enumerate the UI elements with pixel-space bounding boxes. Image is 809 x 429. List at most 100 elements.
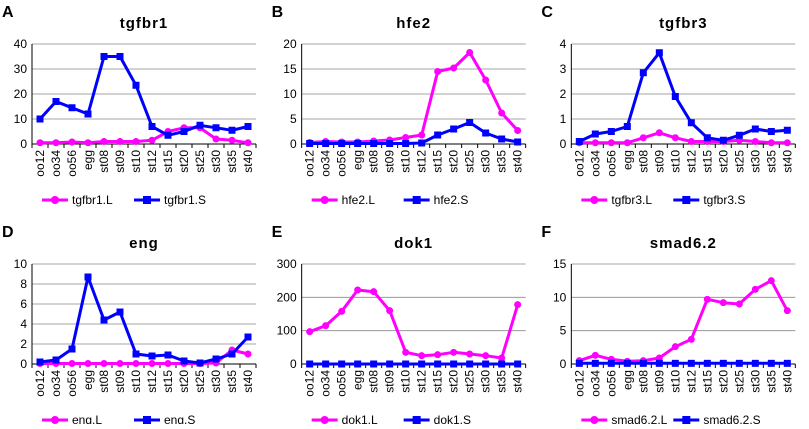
panel-f-data-point-s — [623, 359, 631, 367]
panel-a-data-point-s — [52, 98, 60, 105]
panel-d-ytick-label: 6 — [20, 297, 27, 311]
panel-f-data-point-s — [703, 359, 711, 367]
panel-a-ytick-label: 10 — [14, 112, 28, 126]
panel-e-data-point-s — [450, 360, 458, 368]
panel-e-data-point-l — [514, 301, 522, 309]
panel-d-data-point-l — [148, 360, 156, 367]
panel-a-xtick-label: st12 — [145, 150, 159, 173]
panel-e-data-point-l — [466, 350, 474, 358]
panel-d-xtick-label: st12 — [145, 370, 159, 393]
panel-d-data-point-l — [164, 360, 172, 367]
panel-d-legend-marker — [143, 416, 151, 424]
panel-b-xtick-label: st35 — [495, 150, 509, 173]
panel-b-ytick-label: 0 — [290, 137, 297, 151]
panel-c-data-point-l — [655, 129, 663, 137]
panel-f-xtick-label: st40 — [780, 370, 794, 393]
panel-b-xtick-label: st20 — [447, 150, 461, 173]
panel-e-ytick-label: 0 — [290, 357, 297, 371]
panel-c-data-point-s — [687, 119, 695, 127]
panel-f-data-point-s — [575, 359, 583, 367]
panel-f-xtick-label: oo12 — [572, 370, 586, 397]
panel-d-data-point-s — [148, 352, 156, 360]
panel-f-data-point-s — [751, 359, 759, 367]
panel-c-data-point-s — [703, 134, 711, 142]
panel-c-data-point-s — [655, 49, 663, 57]
panel-a-data-point-l — [100, 138, 108, 145]
panel-c-title: tgfbr3 — [659, 15, 708, 32]
panel-c-data-point-s — [783, 126, 791, 134]
panel-a-data-point-l — [148, 136, 156, 144]
panel-b-xtick-label: oo56 — [335, 150, 349, 177]
panel-e-xtick-label: st09 — [383, 370, 397, 393]
panel-e-data-point-l — [482, 352, 490, 360]
panel-b-data-point-l — [466, 49, 474, 56]
panel-c-xtick-label: st15 — [700, 150, 714, 173]
panel-e-xtick-label: st40 — [511, 370, 525, 393]
panel-a-xtick-label: st08 — [97, 150, 111, 173]
panel-b-data-point-s — [498, 135, 506, 143]
panel-f-xtick-label: st35 — [764, 370, 778, 393]
panel-d-ytick-label: 2 — [20, 337, 27, 351]
panel-a-xtick-label: oo34 — [49, 150, 63, 177]
panel-d-data-point-s — [132, 350, 140, 358]
panel-d-data-point-s — [164, 351, 172, 359]
panel-b-data-point-s — [338, 140, 346, 147]
panel-b-data-point-s — [482, 129, 490, 137]
panel-f-xtick-label: st20 — [716, 370, 730, 393]
panel-a-data-point-l — [52, 139, 60, 147]
panel-c-legend-marker — [682, 196, 691, 204]
panel-d-data-point-s — [196, 359, 204, 367]
panel-a-legend-label: tgfbr1.S — [164, 193, 206, 207]
panel-a-ytick-label: 20 — [14, 87, 28, 101]
panel-e-ytick-label: 100 — [277, 324, 297, 338]
panel-b-legend-label: hfe2.L — [342, 193, 376, 207]
panel-e-xtick-label: st12 — [415, 370, 429, 393]
panel-c-data-point-l — [751, 138, 759, 145]
panel-f-data-point-s — [607, 359, 615, 367]
panel-d-xtick-label: oo56 — [65, 370, 79, 397]
panel-b-data-point-s — [354, 140, 362, 147]
panel-e-xtick-label: oo34 — [319, 370, 333, 397]
panel-d-xtick-label: oo34 — [49, 370, 63, 397]
panel-b-legend-label: hfe2.S — [434, 193, 469, 207]
panel-f-data-point-s — [719, 359, 727, 367]
panel-b-ytick-label: 10 — [283, 87, 297, 101]
panel-b-data-point-s — [322, 140, 330, 147]
panel-c-xtick-label: st12 — [684, 150, 698, 173]
panel-c-xtick-label: st09 — [652, 150, 666, 173]
panel-e-data-point-s — [306, 360, 314, 368]
panel-a-ytick-label: 0 — [20, 137, 27, 151]
panel-e-data-point-s — [354, 360, 362, 368]
panel-b-data-point-s — [434, 131, 442, 139]
panel-f-data-point-l — [719, 299, 727, 307]
panel-a-ytick-label: 30 — [14, 62, 28, 76]
panel-c-xtick-label: st25 — [732, 150, 746, 173]
panel-c-data-point-s — [591, 130, 599, 138]
panel-d-data-point-l — [244, 350, 252, 358]
panel-d-data-point-s — [52, 356, 60, 364]
panel-c-xtick-label: oo12 — [572, 150, 586, 177]
panel-e-xtick-label: oo12 — [303, 370, 317, 397]
panel-b-xtick-label: egg — [351, 150, 365, 170]
panel-a-data-point-s — [68, 104, 76, 112]
panel-e-data-point-l — [354, 286, 362, 294]
panel-e-ytick-label: 200 — [277, 290, 297, 304]
panel-a-data-point-s — [244, 123, 252, 130]
panel-a-xtick-label: egg — [81, 150, 95, 170]
panel-a-ytick-label: 40 — [14, 37, 28, 51]
panel-a-data-point-s — [100, 53, 108, 60]
panel-b-data-point-l — [418, 131, 426, 139]
panel-b-xtick-label: st08 — [367, 150, 381, 173]
panel-e-xtick-label: st35 — [495, 370, 509, 393]
panel-d-data-point-s — [68, 345, 76, 353]
panel-d-xtick-label: st10 — [129, 370, 143, 393]
panel-c-data-point-s — [575, 138, 583, 145]
panel-a-legend-label: tgfbr1.L — [72, 193, 113, 207]
panel-a-data-point-l — [116, 138, 124, 145]
panel-e-title: dok1 — [394, 235, 433, 252]
panel-a-data-point-s — [196, 121, 204, 129]
panel-f-data-point-l — [735, 300, 743, 308]
panel-d-xtick-label: st30 — [209, 370, 223, 393]
panel-f-data-point-s — [735, 359, 743, 367]
panel-c-data-point-l — [671, 134, 679, 142]
